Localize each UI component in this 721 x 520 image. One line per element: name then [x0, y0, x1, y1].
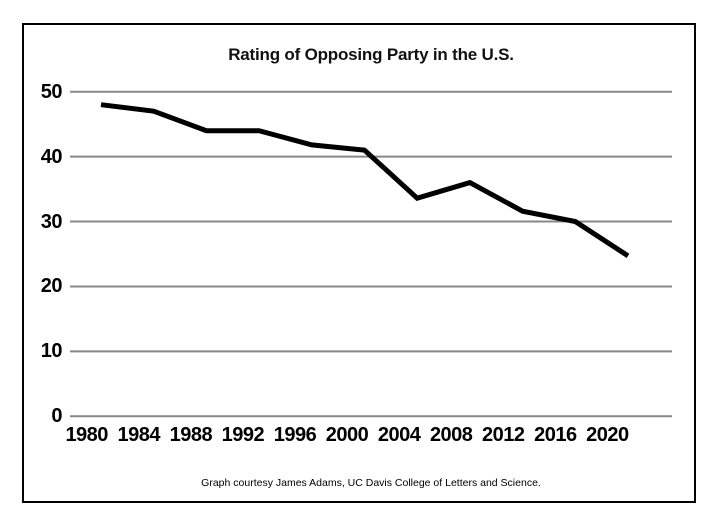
y-tick-label: 30 [40, 210, 63, 233]
x-tick-label: 2020 [586, 424, 629, 446]
y-tick-label: 50 [40, 80, 63, 103]
y-tick-label: 0 [51, 405, 62, 428]
chart-border-frame [22, 23, 696, 503]
x-tick-label: 2012 [482, 424, 525, 446]
x-tick-label: 2016 [534, 424, 577, 446]
x-tick-label: 1984 [117, 424, 161, 446]
y-tick-label: 40 [40, 145, 63, 168]
chart-title: Rating of Opposing Party in the U.S. [228, 45, 514, 64]
chart-caption: Graph courtesy James Adams, UC Davis Col… [201, 477, 541, 489]
y-tick-label: 20 [40, 275, 63, 298]
x-tick-label: 1992 [221, 424, 265, 446]
x-tick-label: 1988 [169, 424, 213, 446]
rating-line-series [100, 102, 630, 258]
x-tick-label: 2004 [377, 424, 421, 446]
x-tick-label: 2008 [429, 424, 473, 446]
x-tick-label: 1980 [65, 424, 108, 446]
x-tick-label: 1996 [273, 424, 317, 446]
x-tick-label: 2000 [325, 424, 369, 446]
y-tick-label: 10 [40, 340, 63, 363]
